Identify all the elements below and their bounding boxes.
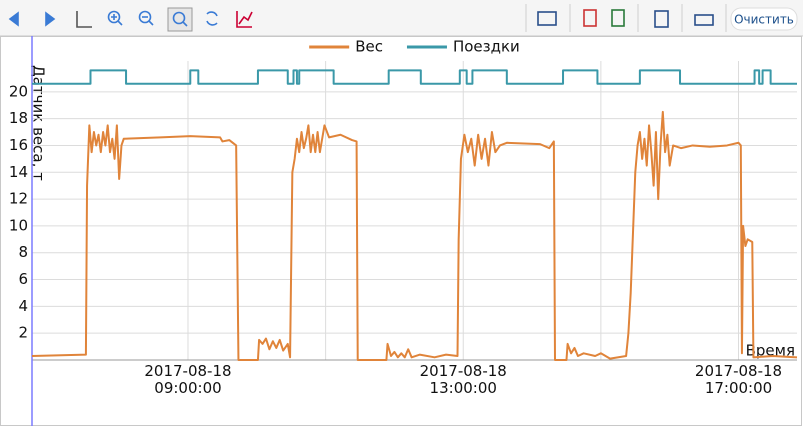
excel-icon[interactable] bbox=[611, 9, 625, 27]
clear-button-label[interactable]: Очистить bbox=[734, 13, 794, 27]
zoom-fit-icon bbox=[172, 11, 188, 27]
y-tick-label: 4 bbox=[18, 297, 28, 315]
y-tick-label: 2 bbox=[18, 324, 28, 342]
series-line bbox=[31, 110, 798, 361]
toolbar-icons bbox=[8, 7, 714, 32]
forward-icon[interactable] bbox=[45, 11, 56, 27]
refresh-icon[interactable] bbox=[206, 11, 218, 26]
print-icon[interactable] bbox=[694, 14, 714, 26]
y-axis-icon[interactable] bbox=[76, 11, 92, 28]
clear-button[interactable] bbox=[730, 7, 798, 31]
zoom-out-icon[interactable] bbox=[138, 10, 154, 26]
y-tick-label: 10 bbox=[9, 216, 28, 234]
zoom-fit-active[interactable] bbox=[167, 7, 193, 32]
legend-label: Поездки bbox=[453, 38, 520, 56]
y-tick-label: 14 bbox=[9, 163, 28, 181]
legend-label: Вес bbox=[355, 38, 383, 56]
toolbar-separators bbox=[525, 4, 727, 32]
x-tick-label: 2017-08-18 09:00:00 bbox=[144, 362, 231, 397]
x-tick-label: 2017-08-18 13:00:00 bbox=[420, 362, 507, 397]
y-tick-label: 16 bbox=[9, 136, 28, 154]
x-axis-label: Время bbox=[746, 342, 795, 360]
y-tick-label: 6 bbox=[18, 270, 28, 288]
chart-icon[interactable] bbox=[236, 11, 253, 28]
legend: Вес Поездки bbox=[309, 38, 520, 56]
y-tick-label: 12 bbox=[9, 190, 28, 208]
toolbar bbox=[0, 0, 803, 36]
book-icon[interactable] bbox=[537, 11, 557, 26]
x-tick-label: 2017-08-18 17:00:00 bbox=[695, 362, 782, 397]
y-tick-label: 8 bbox=[18, 243, 28, 261]
back-icon[interactable] bbox=[8, 11, 19, 27]
zoom-in-icon[interactable] bbox=[107, 10, 123, 26]
pdf-icon[interactable] bbox=[583, 9, 597, 27]
export-icon[interactable] bbox=[654, 10, 669, 28]
chart-frame bbox=[0, 36, 802, 426]
y-tick-label: 18 bbox=[9, 109, 28, 127]
series-line bbox=[32, 69, 797, 85]
y-tick-label: 20 bbox=[9, 82, 28, 100]
y-axis-label: Датчик веса, т bbox=[30, 65, 48, 181]
